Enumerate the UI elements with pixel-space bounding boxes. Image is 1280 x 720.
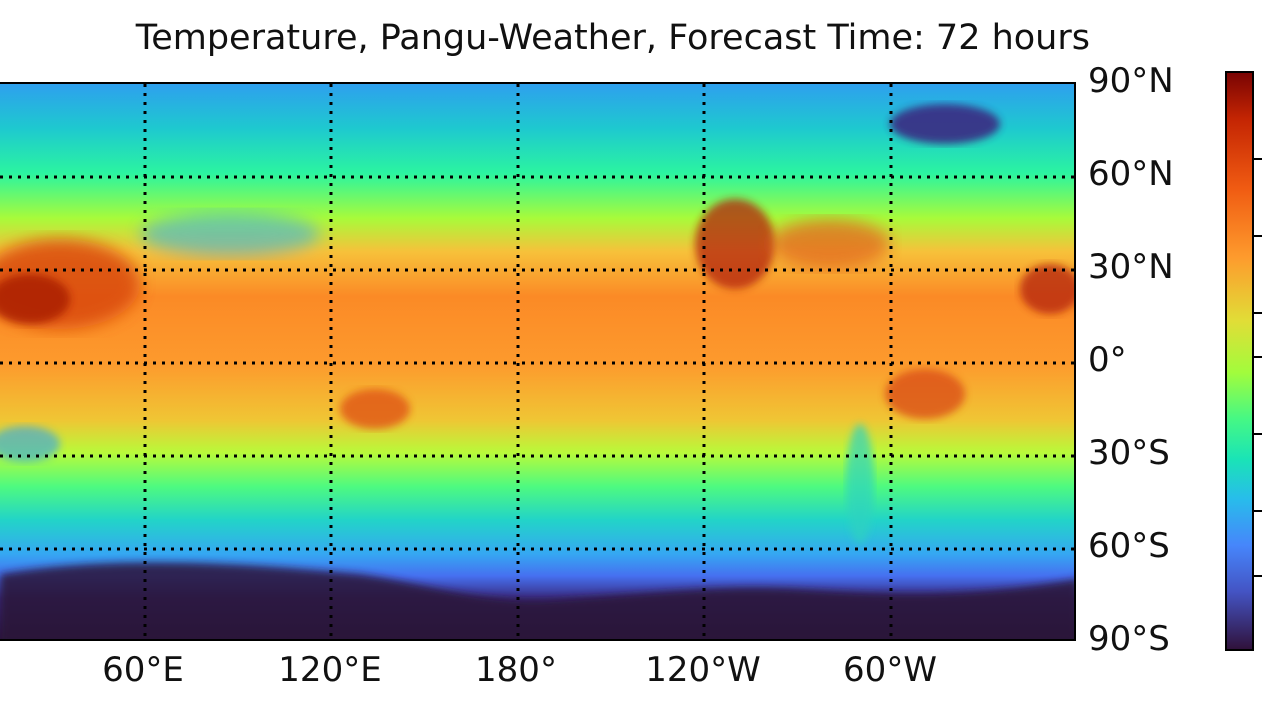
colorbar-tick xyxy=(1254,510,1262,512)
arabia-hotspot xyxy=(0,274,70,324)
colorbar-tick xyxy=(1254,235,1262,237)
colorbar-tick xyxy=(1254,312,1262,314)
colorbar-tick xyxy=(1254,356,1262,358)
lat-label-60s: 60°S xyxy=(1088,526,1170,566)
colorbar-tick xyxy=(1254,158,1262,160)
western-north-america-heat xyxy=(695,199,775,289)
map-title: Temperature, Pangu-Weather, Forecast Tim… xyxy=(135,18,1090,58)
temperature-map xyxy=(0,82,1076,641)
antarctica-cold xyxy=(0,562,1074,639)
lat-label-30n: 30°N xyxy=(1088,247,1174,287)
brazil-heat xyxy=(885,369,965,419)
north-america-warm xyxy=(770,219,890,269)
colorbar-tick xyxy=(1254,433,1262,435)
latitudinal-field xyxy=(0,84,1074,639)
lon-label-60e: 60°E xyxy=(102,650,184,690)
lat-label-60n: 60°N xyxy=(1088,154,1174,194)
lon-label-60w: 60°W xyxy=(843,650,937,690)
andes-cool-strip xyxy=(846,424,874,544)
lon-label-180: 180° xyxy=(475,650,557,690)
temperature-field xyxy=(0,84,1074,639)
central-asia-cool xyxy=(140,212,320,256)
lat-label-30s: 30°S xyxy=(1088,433,1170,473)
australia-heat xyxy=(340,389,410,429)
southern-africa-cool xyxy=(0,426,60,462)
lon-label-120e: 120°E xyxy=(278,650,382,690)
gridlines xyxy=(0,84,1074,639)
lat-label-90s: 90°S xyxy=(1088,619,1170,659)
west-africa-heat xyxy=(1020,264,1074,314)
lon-label-120w: 120°W xyxy=(645,650,761,690)
lat-label-90n: 90°N xyxy=(1088,61,1174,101)
lat-label-equator: 0° xyxy=(1088,340,1127,380)
continental-features xyxy=(0,104,1074,639)
greenland-cold xyxy=(890,104,1000,144)
colorbar xyxy=(1225,71,1254,651)
colorbar-tick xyxy=(1254,575,1262,577)
